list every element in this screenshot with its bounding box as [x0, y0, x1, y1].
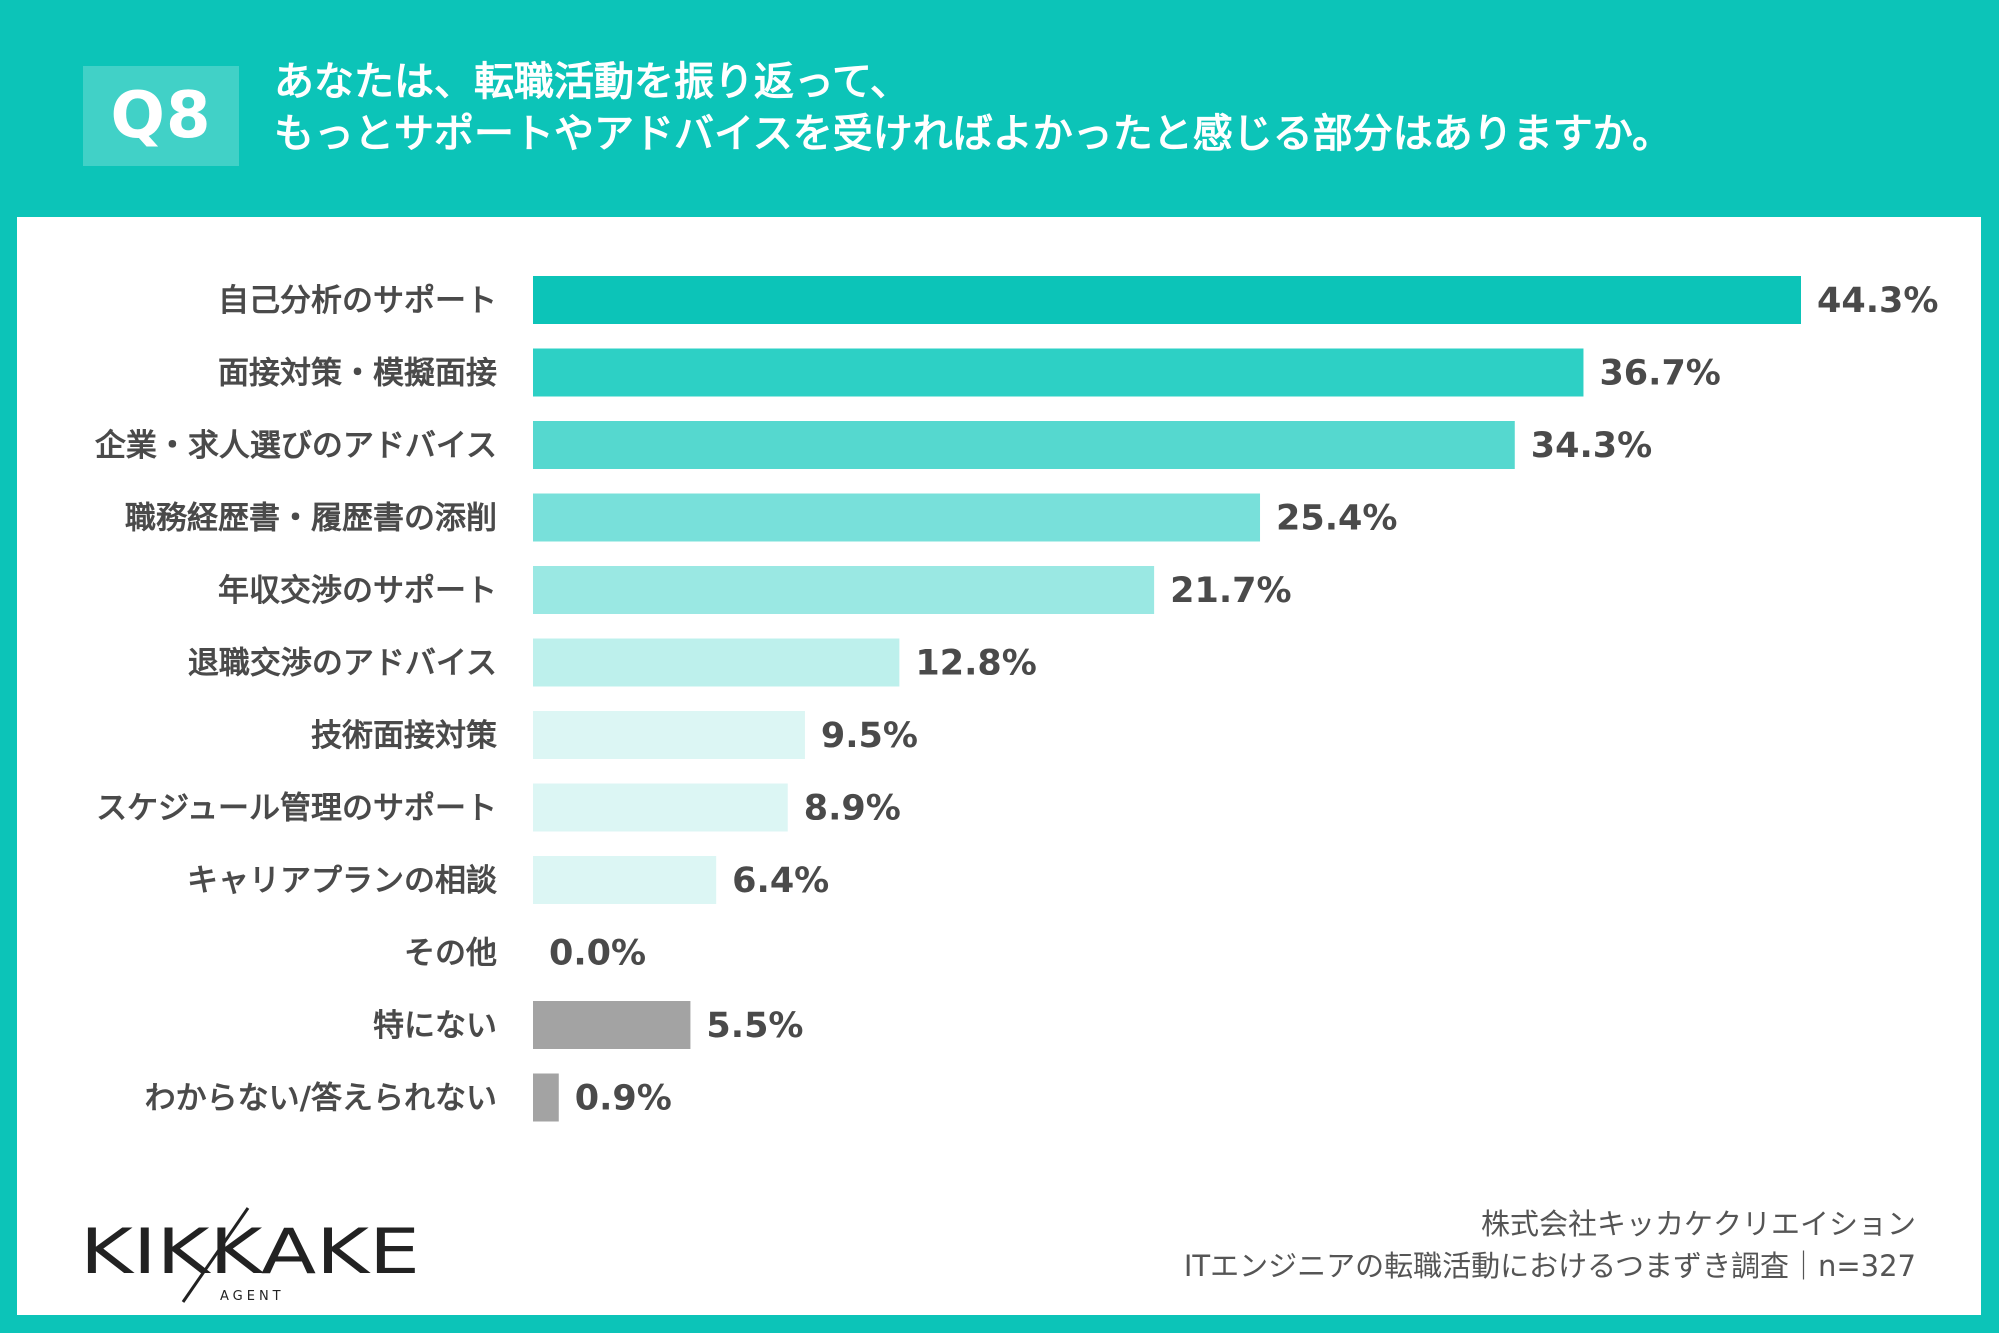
- category-label: 技術面接対策: [311, 718, 497, 754]
- value-label: 44.3%: [1817, 281, 1938, 321]
- bar: [533, 1073, 559, 1122]
- question-badge: Q8: [83, 66, 239, 166]
- category-label: 自己分析のサポート: [218, 283, 497, 319]
- category-label: わからない/答えられない: [145, 1081, 497, 1117]
- category-label: 特にない: [373, 1008, 497, 1044]
- value-label: 0.9%: [575, 1079, 672, 1119]
- category-label: スケジュール管理のサポート: [96, 791, 497, 827]
- kikkake-logo: KIKKAKE AGENT: [80, 1207, 420, 1304]
- logo-subtext: AGENT: [220, 1289, 285, 1304]
- chart-panel: 自己分析のサポート 44.3% 面接対策・模擬面接 36.7% 企業・求人選びのアドバイ…: [17, 217, 1981, 1315]
- bar: [533, 856, 717, 904]
- bar: [533, 493, 1261, 542]
- value-label: 25.4%: [1276, 499, 1397, 539]
- bar: [533, 276, 1801, 324]
- bar: [533, 348, 1584, 397]
- value-label: 0.0%: [549, 934, 646, 974]
- value-label: 21.7%: [1170, 571, 1291, 611]
- category-label: 退職交渉のアドバイス: [188, 646, 497, 682]
- category-label: その他: [404, 936, 497, 972]
- logo-slash-mark: [181, 1207, 250, 1303]
- category-label: 年収交渉のサポート: [218, 573, 497, 609]
- question-title: あなたは、転職活動を振り返って、 もっとサポートやアドバイスを受ければよかったと…: [274, 56, 1974, 160]
- category-label: キャリアプランの相談: [187, 863, 498, 899]
- category-label: 面接対策・模擬面接: [218, 356, 497, 392]
- category-label: 職務経歴書・履歴書の添削: [125, 501, 497, 537]
- bar: [533, 783, 788, 832]
- value-label: 12.8%: [915, 644, 1036, 684]
- value-label: 34.3%: [1531, 426, 1652, 466]
- credit-block: 株式会社キッカケクリエイション ITエンジニアの転職活動におけるつまずき調査｜n…: [1184, 1203, 1916, 1287]
- bar-chart: 自己分析のサポート 44.3% 面接対策・模擬面接 36.7% 企業・求人選びのアドバイ…: [95, 276, 1938, 1122]
- survey-info: ITエンジニアの転職活動におけるつまずき調査｜n=327: [1183, 1249, 1916, 1283]
- bar: [533, 421, 1515, 469]
- question-title-line1: あなたは、転職活動を振り返って、: [274, 59, 910, 105]
- value-label: 9.5%: [821, 716, 918, 756]
- bar: [533, 566, 1155, 614]
- value-label: 6.4%: [732, 861, 829, 901]
- bar: [533, 1001, 691, 1049]
- value-label: 8.9%: [804, 789, 901, 829]
- bar: [533, 711, 805, 759]
- logo-text: KIKKAKE: [80, 1215, 420, 1288]
- bar: [533, 638, 900, 687]
- value-label: 5.5%: [706, 1006, 803, 1046]
- category-label: 企業・求人選びのアドバイス: [95, 428, 497, 464]
- company-name: 株式会社キッカケクリエイション: [1480, 1207, 1916, 1241]
- question-title-line2: もっとサポートやアドバイスを受ければよかったと感じる部分はありますか。: [274, 111, 1672, 157]
- value-label: 36.7%: [1599, 354, 1720, 394]
